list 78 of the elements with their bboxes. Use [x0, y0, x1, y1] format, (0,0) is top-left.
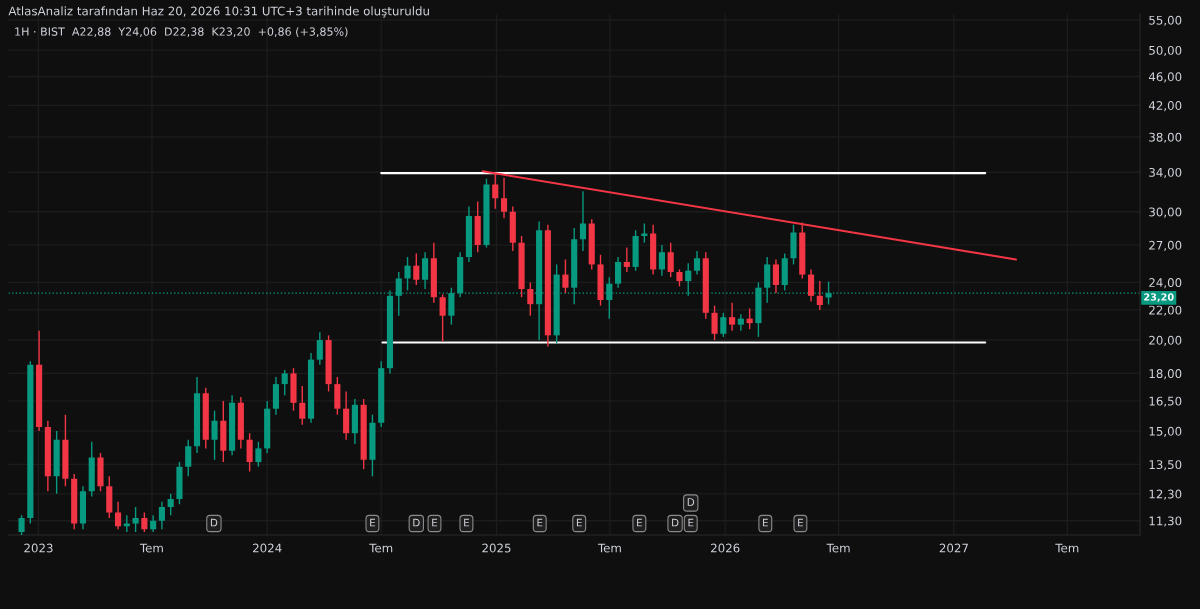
- candlestick: [439, 293, 446, 343]
- annotation: E: [464, 518, 470, 527]
- annotation: E: [432, 518, 438, 527]
- y-tick-label: 20,00: [1149, 335, 1182, 346]
- y-tick-label: 13,50: [1149, 460, 1182, 471]
- candlestick: [527, 281, 534, 317]
- candlestick: [255, 441, 262, 468]
- annotation: D: [210, 518, 218, 527]
- annotation: E: [576, 518, 582, 527]
- x-tick-label: Tem: [826, 543, 850, 553]
- annotation: E: [370, 518, 376, 527]
- x-tick-label: 2027: [939, 543, 968, 553]
- candlestick: [816, 280, 823, 311]
- candlestick: [316, 331, 323, 366]
- y-tick-label: 15,00: [1149, 426, 1182, 437]
- y-tick-label: 46,00: [1148, 72, 1182, 83]
- y-tick-label: 22,00: [1149, 305, 1182, 316]
- x-tick-label: 2025: [482, 543, 511, 553]
- annotation: E: [688, 518, 694, 527]
- candlestick: [185, 438, 192, 478]
- x-tick-label: 2026: [711, 543, 740, 553]
- y-tick-label: 34,00: [1149, 167, 1182, 179]
- candlestick: [737, 313, 744, 332]
- candlestick: [132, 506, 139, 533]
- annotation: D: [413, 518, 420, 527]
- candlestick: [562, 258, 569, 294]
- y-tick-label: 38,00: [1149, 132, 1182, 143]
- candlestick: [299, 385, 306, 426]
- x-tick-label: 2023: [24, 543, 53, 553]
- chart-title: AtlasAnaliz tarafından Haz 20, 2026 10:31 UTC+3 tarihinde oluşturuldu: [8, 6, 429, 18]
- annotation: E: [537, 518, 543, 527]
- candlestick: [158, 500, 165, 530]
- candlestick: [492, 173, 499, 210]
- candlestick: [500, 177, 508, 219]
- annotation: D: [672, 518, 679, 527]
- candlestick: [667, 242, 674, 278]
- annotation: E: [798, 518, 804, 527]
- candlestick: [167, 493, 174, 516]
- x-tick-label: Tem: [369, 543, 393, 553]
- x-tick-label: Tem: [139, 543, 163, 553]
- annotation: E: [637, 518, 642, 527]
- x-tick-label: Tem: [597, 543, 621, 553]
- y-tick-label: 55,00: [1149, 15, 1182, 26]
- y-tick-label: 24,00: [1149, 278, 1182, 289]
- candlestick: [141, 511, 148, 533]
- ref-line-label: 23,20: [1144, 293, 1174, 302]
- y-tick-label: 12,30: [1149, 489, 1182, 500]
- candlestick: [614, 256, 622, 289]
- y-tick-label: 30,00: [1149, 207, 1182, 218]
- candlestick: [729, 302, 736, 332]
- text: 1H · BIST A22,88 Y24,06 D22,38 K23,20 +0,86 (+3,85%): [15, 27, 348, 38]
- candlestick: [404, 256, 411, 292]
- y-tick-label: 18,00: [1149, 369, 1182, 380]
- candlestick: [579, 190, 587, 252]
- y-tick-label: 50,00: [1149, 45, 1182, 57]
- candlestick: [764, 256, 771, 304]
- candlestick: [693, 250, 701, 276]
- candlestick: [720, 312, 727, 338]
- annotation: E: [763, 518, 768, 527]
- y-tick-label: 16,50: [1149, 396, 1182, 407]
- x-tick-label: 2024: [253, 543, 282, 553]
- candlestick: [772, 258, 780, 294]
- y-tick-label: 42,00: [1148, 101, 1182, 112]
- y-tick-label: 11,30: [1149, 516, 1182, 527]
- candlestick: [711, 304, 718, 341]
- candlestick: [211, 409, 218, 461]
- x-tick-label: Tem: [1055, 543, 1079, 553]
- candlestick: [807, 268, 815, 303]
- candlestick: [658, 244, 665, 277]
- candlestick: [413, 252, 420, 286]
- candlestick: [18, 514, 25, 536]
- candlestick: [623, 246, 630, 273]
- candlestick: [246, 432, 253, 473]
- y-tick-label: 27,00: [1149, 240, 1182, 251]
- candlestick: [422, 251, 429, 290]
- candlestick: [114, 500, 122, 530]
- candlestick: [281, 369, 288, 396]
- annotation: D: [687, 498, 695, 506]
